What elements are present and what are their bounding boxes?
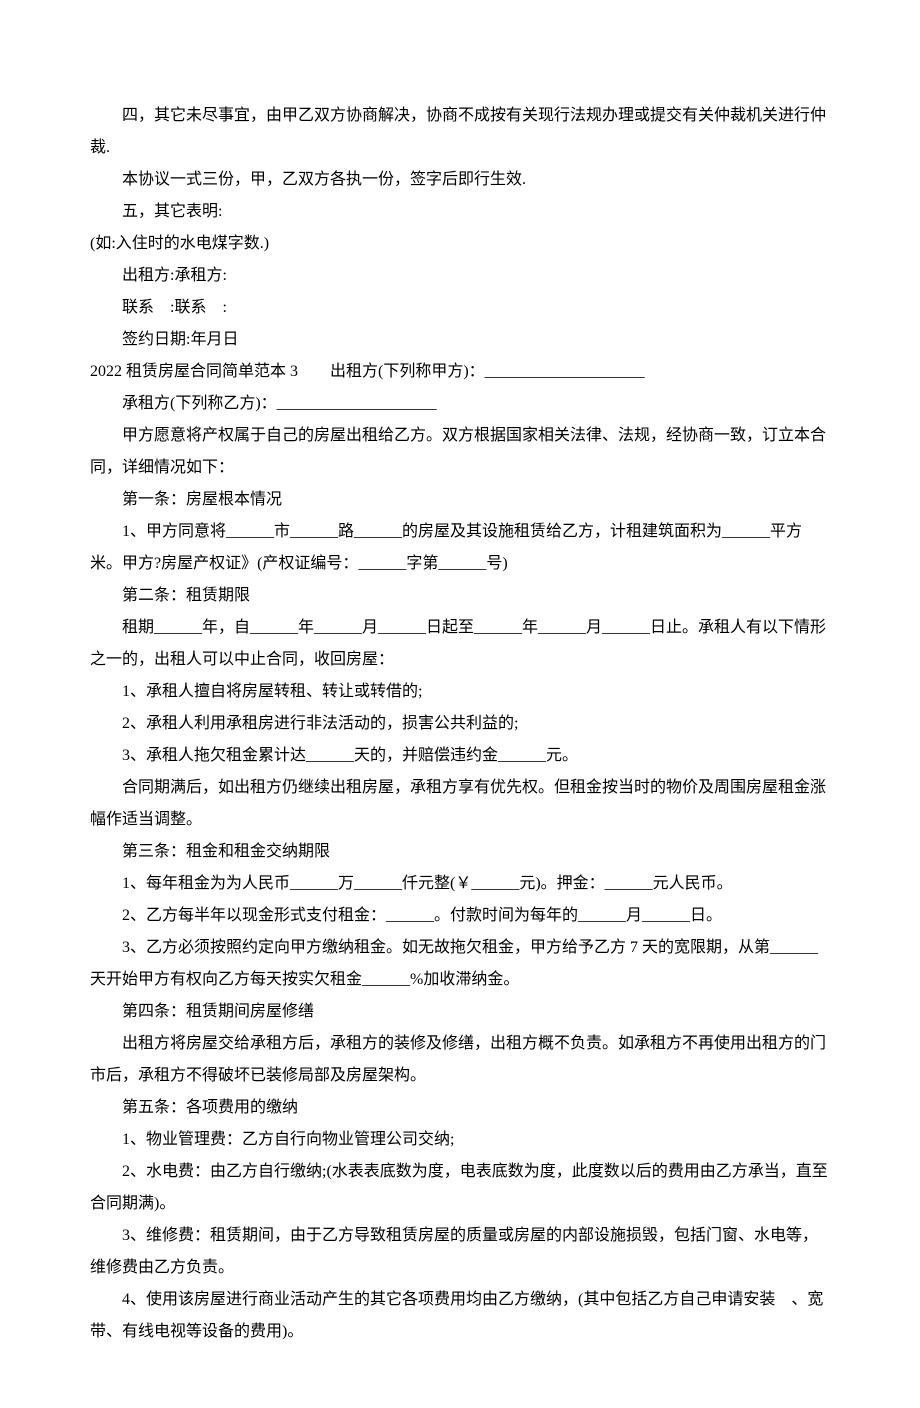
paragraph-15: 2、承租人利用承租房进行非法活动的，损害公共利益的; <box>90 708 830 740</box>
paragraph-14: 1、承租人擅自将房屋转租、转让或转借的; <box>90 676 830 708</box>
paragraph-10: 第一条：房屋根本情况 <box>90 484 830 516</box>
paragraph-0: 四，其它未尽事宜，由甲乙双方协商解决，协商不成按有关现行法规办理或提交有关仲裁机… <box>90 100 830 164</box>
paragraph-24: 第五条：各项费用的缴纳 <box>90 1092 830 1124</box>
paragraph-22: 第四条：租赁期间房屋修缮 <box>90 996 830 1028</box>
paragraph-27: 3、维修费：租赁期间，由于乙方导致租赁房屋的质量或房屋的内部设施损毁，包括门窗、… <box>90 1220 830 1284</box>
paragraph-28: 4、使用该房屋进行商业活动产生的其它各项费用均由乙方缴纳，(其中包括乙方自己申请… <box>90 1284 830 1348</box>
document-content: 四，其它未尽事宜，由甲乙双方协商解决，协商不成按有关现行法规办理或提交有关仲裁机… <box>90 100 830 1348</box>
paragraph-13: 租期______年，自______年______月______日起至______… <box>90 612 830 676</box>
paragraph-6: 签约日期:年月日 <box>90 324 830 356</box>
paragraph-9: 甲方愿意将产权属于自己的房屋出租给乙方。双方根据国家相关法律、法规，经协商一致，… <box>90 420 830 484</box>
paragraph-26: 2、水电费：由乙方自行缴纳;(水表表底数为度，电表底数为度，此度数以后的费用由乙… <box>90 1156 830 1220</box>
paragraph-11: 1、甲方同意将______市______路______的房屋及其设施租赁给乙方，… <box>90 516 830 580</box>
paragraph-17: 合同期满后，如出租方仍继续出租房屋，承租方享有优先权。但租金按当时的物价及周围房… <box>90 772 830 836</box>
paragraph-7: 2022 租赁房屋合同简单范本 3 出租方(下列称甲方)：___________… <box>90 356 830 388</box>
paragraph-23: 出租方将房屋交给承租方后，承租方的装修及修缮，出租方概不负责。如承租方不再使用出… <box>90 1028 830 1092</box>
paragraph-8: 承租方(下列称乙方)：____________________ <box>90 388 830 420</box>
paragraph-25: 1、物业管理费：乙方自行向物业管理公司交纳; <box>90 1124 830 1156</box>
paragraph-3: (如:入住时的水电煤字数.) <box>90 228 830 260</box>
paragraph-21: 3、乙方必须按照约定向甲方缴纳租金。如无故拖欠租金，甲方给予乙方 7 天的宽限期… <box>90 932 830 996</box>
paragraph-2: 五，其它表明: <box>90 196 830 228</box>
paragraph-1: 本协议一式三份，甲，乙双方各执一份，签字后即行生效. <box>90 164 830 196</box>
paragraph-20: 2、乙方每半年以现金形式支付租金：______。付款时间为每年的______月_… <box>90 900 830 932</box>
paragraph-19: 1、每年租金为为人民币______万______仟元整(￥______元)。押金… <box>90 868 830 900</box>
paragraph-12: 第二条：租赁期限 <box>90 580 830 612</box>
paragraph-18: 第三条：租金和租金交纳期限 <box>90 836 830 868</box>
paragraph-5: 联系 :联系 : <box>90 292 830 324</box>
paragraph-16: 3、承租人拖欠租金累计达______天的，并赔偿违约金______元。 <box>90 740 830 772</box>
paragraph-4: 出租方:承租方: <box>90 260 830 292</box>
